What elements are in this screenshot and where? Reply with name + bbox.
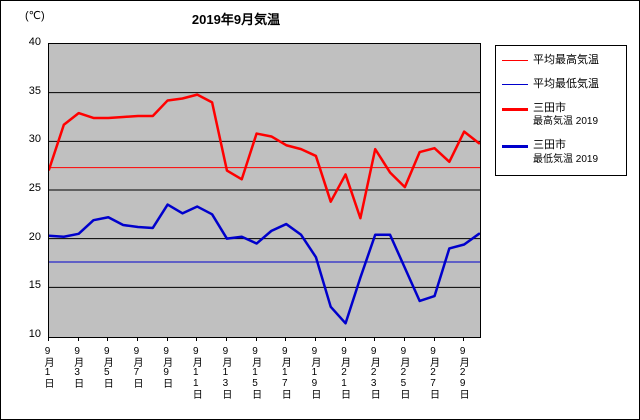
x-axis-tick <box>285 337 287 341</box>
x-axis-label: 9月25日 <box>397 346 409 399</box>
y-axis-label: 35 <box>28 84 41 97</box>
legend-item-avg-min-temp: 平均最低気温 <box>502 78 620 92</box>
y-axis-label: 20 <box>28 230 41 243</box>
x-axis-tick <box>314 337 316 341</box>
x-axis-label: 9月1日 <box>42 346 53 388</box>
data-series-line <box>49 93 480 220</box>
legend-item-sanda-max-2019: 三田市 最高気温 2019 <box>502 102 620 130</box>
x-axis-label: 9月23日 <box>368 346 380 399</box>
plot-svg <box>49 92 480 325</box>
x-axis-label: 9月15日 <box>249 346 261 399</box>
x-axis-tick <box>225 337 227 341</box>
x-axis-tick <box>196 337 198 341</box>
legend-item-sublabel: 最高気温 2019 <box>533 116 599 128</box>
y-axis-label: 15 <box>28 279 41 292</box>
x-axis-label: 9月21日 <box>338 346 350 399</box>
x-axis-label: 9月27日 <box>427 346 439 399</box>
x-axis-label: 9月7日 <box>130 346 142 388</box>
data-series-line <box>49 203 480 325</box>
legend-color-swatch <box>502 107 528 111</box>
plot-area <box>48 43 481 338</box>
x-axis-tick <box>107 337 109 341</box>
legend-item-sublabel: 最低気温 2019 <box>533 153 599 165</box>
x-axis-label: 9月29日 <box>457 346 469 399</box>
legend-color-swatch <box>502 60 528 61</box>
y-axis-label: 25 <box>28 182 41 194</box>
x-axis-label: 9月9日 <box>160 346 172 388</box>
x-axis-label: 9月5日 <box>101 346 113 388</box>
legend-item-label: 三田市 最低気温 2019 <box>533 139 599 165</box>
legend-color-swatch <box>502 145 528 148</box>
x-axis-tick <box>136 337 138 341</box>
legend-item-label: 三田市 最高気温 2019 <box>533 101 599 128</box>
y-axis-label: 10 <box>28 328 41 340</box>
y-axis-label: 30 <box>28 133 41 146</box>
chart-legend: 平均最高気温 平均最低気温三田市 最高気温 2019 三田市 最低気温 2019 <box>495 45 627 176</box>
legend-item-sanda-min-2019: 三田市 最低気温 2019 <box>502 139 620 167</box>
x-axis-tick <box>403 337 405 341</box>
legend-item-label: 平均最高気温 <box>533 54 599 66</box>
x-axis-label: 9月17日 <box>279 346 291 399</box>
x-axis-tick <box>166 337 168 341</box>
x-axis-tick <box>255 337 257 341</box>
legend-item-avg-max-temp: 平均最高気温 <box>502 54 620 68</box>
legend-item-label: 平均最低気温 <box>533 77 599 90</box>
x-axis-label: 9月19日 <box>308 346 320 399</box>
x-axis-label: 9月13日 <box>219 346 231 399</box>
x-axis-tick <box>344 337 346 341</box>
legend-color-swatch <box>502 83 528 85</box>
x-axis-label: 9月3日 <box>71 346 83 388</box>
x-axis-label: 9月11日 <box>190 346 202 399</box>
y-axis-label: 40 <box>28 36 41 48</box>
x-axis-tick <box>433 337 435 341</box>
x-axis-tick <box>374 337 376 341</box>
chart-title: 2019年9月気温 <box>191 12 281 27</box>
x-axis-tick <box>48 337 49 341</box>
x-axis-tick <box>463 337 465 341</box>
x-axis-tick <box>77 337 79 341</box>
y-axis-unit-label: (℃) <box>25 10 45 22</box>
